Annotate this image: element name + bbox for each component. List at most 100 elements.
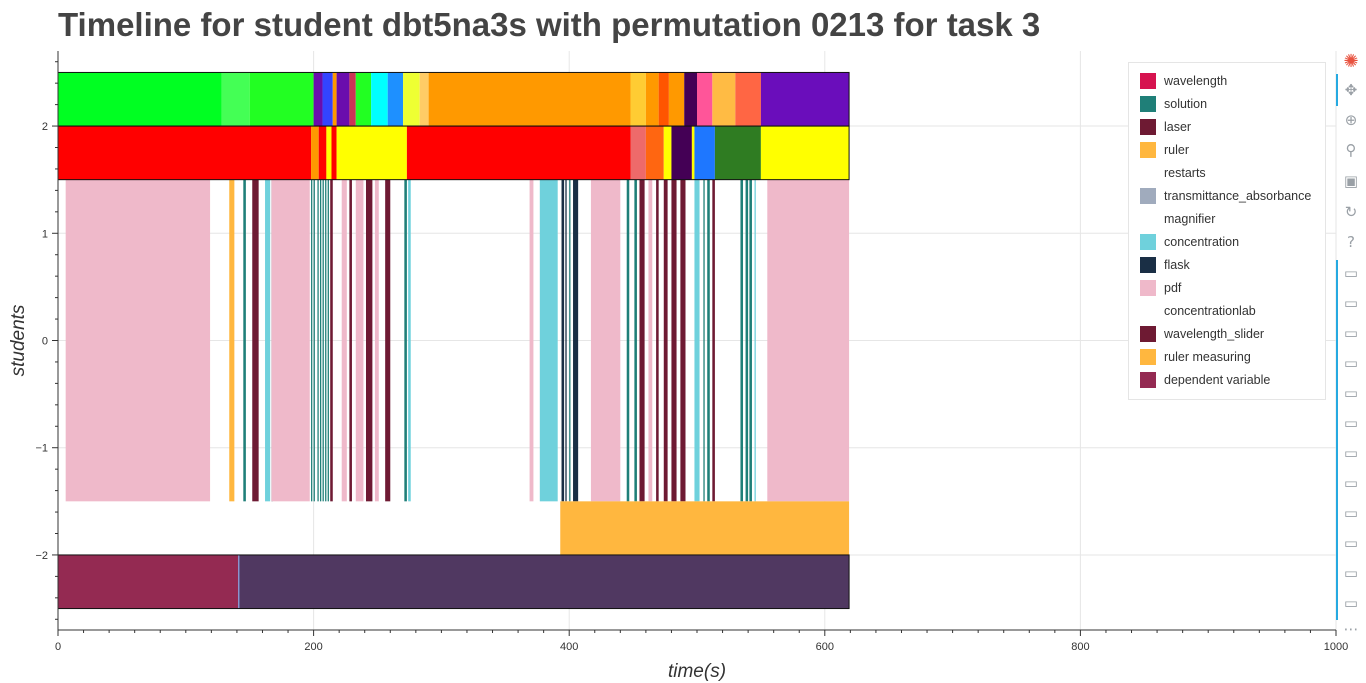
second-band-segment[interactable]	[311, 126, 319, 180]
activity-band-segment[interactable]	[565, 179, 567, 502]
activity-band-segment[interactable]	[327, 179, 329, 502]
hover-icon-8[interactable]: ▭	[1343, 474, 1359, 492]
second-band-segment[interactable]	[694, 126, 715, 180]
activity-band-segment[interactable]	[680, 179, 686, 502]
activity-band-segment[interactable]	[311, 179, 313, 502]
activity-band-segment[interactable]	[529, 179, 534, 502]
activity-band-segment[interactable]	[355, 179, 364, 502]
hover-icon-2[interactable]: ▭	[1343, 294, 1359, 312]
top-band-segment[interactable]	[332, 72, 337, 127]
top-band-segment[interactable]	[371, 72, 388, 127]
top-band-segment[interactable]	[697, 72, 713, 127]
activity-band-segment[interactable]	[322, 179, 324, 502]
activity-band-segment[interactable]	[349, 179, 352, 502]
activity-band-segment[interactable]	[663, 179, 668, 502]
legend-item[interactable]: pdf	[1140, 278, 1181, 298]
activity-band-segment[interactable]	[374, 179, 379, 502]
activity-band-segment[interactable]	[385, 179, 391, 502]
help-icon[interactable]: ?	[1347, 233, 1355, 251]
legend-item[interactable]: dependent variable	[1140, 370, 1270, 390]
top-band-segment[interactable]	[712, 72, 736, 127]
legend-item[interactable]: concentration	[1140, 232, 1239, 252]
hover-icon-5[interactable]: ▭	[1343, 384, 1359, 402]
toolbar-more-icon[interactable]: ⋯	[1343, 620, 1359, 638]
second-band-segment[interactable]	[630, 126, 646, 180]
wheel-zoom-icon[interactable]: ⚲	[1345, 141, 1357, 159]
top-band-segment[interactable]	[313, 72, 323, 127]
hover-icon-12[interactable]: ▭	[1343, 594, 1359, 612]
pan-icon[interactable]: ✥	[1344, 81, 1358, 99]
legend-item[interactable]: solution	[1140, 94, 1207, 114]
bottom-band-segment[interactable]	[238, 554, 240, 609]
top-band-segment[interactable]	[58, 72, 222, 127]
activity-band-segment[interactable]	[325, 179, 327, 502]
top-band-segment[interactable]	[221, 72, 250, 127]
top-band-segment[interactable]	[336, 72, 350, 127]
activity-band-segment[interactable]	[265, 179, 271, 502]
activity-band-segment[interactable]	[341, 179, 347, 502]
activity-band-segment[interactable]	[626, 179, 630, 502]
legend-item[interactable]: laser	[1140, 117, 1191, 137]
activity-band-segment[interactable]	[569, 179, 571, 502]
second-band-segment[interactable]	[714, 126, 761, 180]
activity-band-segment[interactable]	[317, 179, 319, 502]
second-band-segment[interactable]	[645, 126, 664, 180]
legend-item[interactable]: restarts	[1140, 163, 1206, 183]
second-band-segment[interactable]	[58, 126, 312, 180]
ruler-band-segment[interactable]	[560, 501, 850, 555]
top-band-segment[interactable]	[668, 72, 685, 127]
top-band-segment[interactable]	[760, 72, 850, 127]
activity-band-segment[interactable]	[243, 179, 246, 502]
legend-item[interactable]: flask	[1140, 255, 1190, 275]
hover-icon-11[interactable]: ▭	[1343, 564, 1359, 582]
hover-icon-6[interactable]: ▭	[1343, 414, 1359, 432]
activity-band-segment[interactable]	[694, 179, 700, 502]
activity-band-segment[interactable]	[767, 179, 850, 502]
activity-band-segment[interactable]	[573, 179, 579, 502]
hover-icon-4[interactable]: ▭	[1343, 354, 1359, 372]
top-band-segment[interactable]	[322, 72, 333, 127]
top-band-segment[interactable]	[249, 72, 314, 127]
top-band-segment[interactable]	[349, 72, 356, 127]
activity-band-segment[interactable]	[707, 179, 710, 502]
legend-item[interactable]: wavelength_slider	[1140, 324, 1264, 344]
box-zoom-icon[interactable]: ⊕	[1344, 111, 1358, 129]
activity-band-segment[interactable]	[365, 179, 373, 502]
legend-item[interactable]: wavelength	[1140, 71, 1227, 91]
top-band-segment[interactable]	[355, 72, 372, 127]
save-icon[interactable]: ▣	[1343, 172, 1359, 190]
activity-band-segment[interactable]	[745, 179, 749, 502]
activity-band-segment[interactable]	[639, 179, 645, 502]
activity-band-segment[interactable]	[712, 179, 715, 502]
activity-band-segment[interactable]	[252, 179, 259, 502]
second-band-segment[interactable]	[318, 126, 327, 180]
hover-icon-3[interactable]: ▭	[1343, 324, 1359, 342]
legend-item[interactable]: concentrationlab	[1140, 301, 1256, 321]
second-band-segment[interactable]	[331, 126, 337, 180]
top-band-segment[interactable]	[428, 72, 631, 127]
activity-band-segment[interactable]	[590, 179, 621, 502]
activity-band-segment[interactable]	[330, 179, 333, 502]
hover-icon-7[interactable]: ▭	[1343, 444, 1359, 462]
top-band-segment[interactable]	[735, 72, 761, 127]
second-band-segment[interactable]	[336, 126, 407, 180]
second-band-segment[interactable]	[406, 126, 631, 180]
top-band-segment[interactable]	[684, 72, 697, 127]
legend-item[interactable]: ruler measuring	[1140, 347, 1251, 367]
activity-band-segment[interactable]	[656, 179, 659, 502]
top-band-segment[interactable]	[403, 72, 420, 127]
activity-band-segment[interactable]	[319, 179, 322, 502]
activity-band-segment[interactable]	[561, 179, 565, 502]
legend-item[interactable]: magnifier	[1140, 209, 1215, 229]
top-band-segment[interactable]	[645, 72, 659, 127]
activity-band-segment[interactable]	[271, 179, 310, 502]
second-band-segment[interactable]	[691, 126, 695, 180]
bottom-band-segment[interactable]	[58, 554, 239, 609]
activity-band-segment[interactable]	[754, 179, 756, 502]
second-band-segment[interactable]	[326, 126, 332, 180]
activity-band-segment[interactable]	[740, 179, 744, 502]
activity-band-segment[interactable]	[648, 179, 653, 502]
legend-item[interactable]: ruler	[1140, 140, 1189, 160]
second-band-segment[interactable]	[663, 126, 672, 180]
